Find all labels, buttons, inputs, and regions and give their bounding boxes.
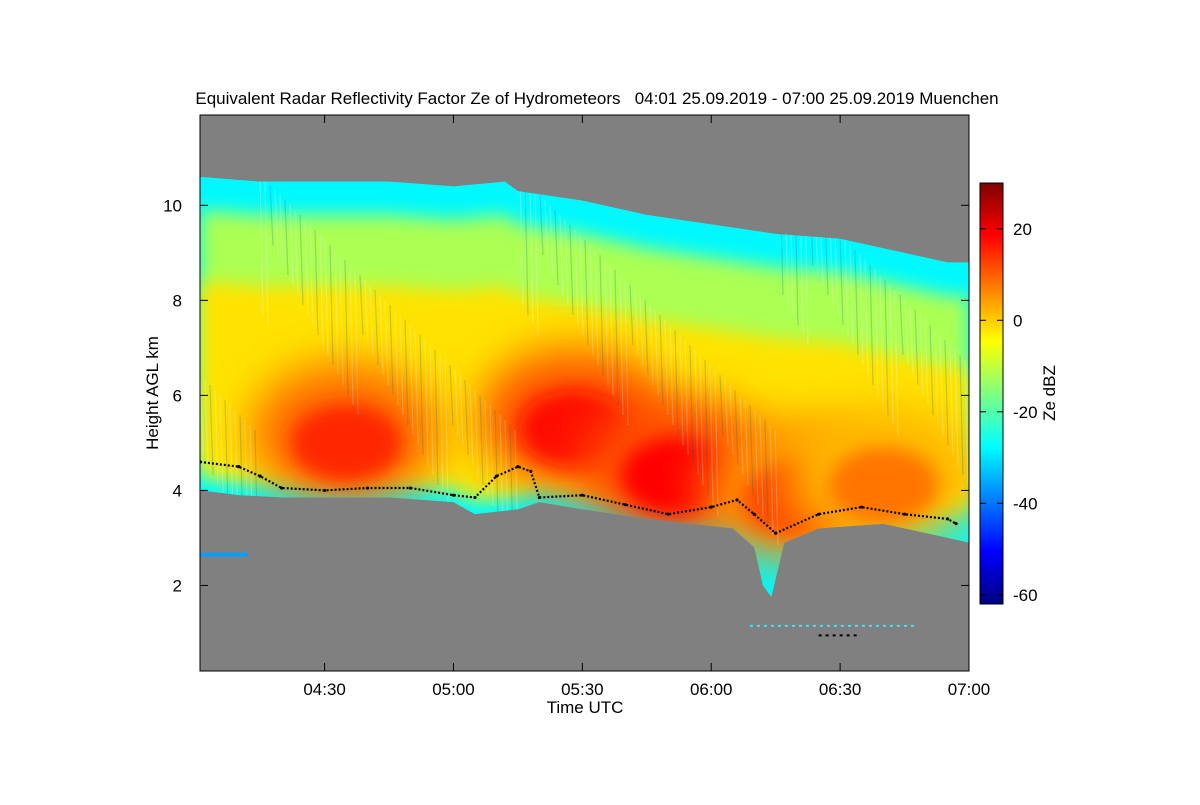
melting-layer-point bbox=[709, 505, 713, 509]
melting-layer-point bbox=[735, 498, 739, 502]
melting-layer-point bbox=[902, 512, 907, 516]
x-tick-label: 05:30 bbox=[561, 680, 604, 699]
x-tick-label: 04:30 bbox=[303, 680, 346, 699]
melting-layer-point bbox=[954, 522, 958, 526]
melting-layer-point bbox=[537, 495, 541, 500]
melting-layer-point bbox=[752, 512, 756, 516]
x-tick-label: 06:30 bbox=[819, 680, 862, 699]
melting-layer-point bbox=[280, 486, 284, 490]
chart-title: Equivalent Radar Reflectivity Factor Ze … bbox=[195, 89, 998, 108]
y-tick-label: 8 bbox=[173, 291, 182, 310]
colorbar-tick-label: -40 bbox=[1013, 494, 1038, 513]
plot-frame bbox=[199, 114, 970, 672]
melting-layer-point bbox=[365, 486, 370, 490]
x-tick-label: 07:00 bbox=[948, 680, 991, 699]
melting-layer-point bbox=[473, 495, 477, 500]
y-axis-label: Height AGL km bbox=[143, 336, 162, 450]
melting-layer-point bbox=[945, 517, 950, 521]
melting-layer-point bbox=[817, 512, 821, 516]
reflectivity-field bbox=[200, 176, 969, 637]
colorbar-body bbox=[979, 182, 1004, 605]
melting-layer-point bbox=[516, 465, 520, 469]
melting-layer-point bbox=[408, 486, 413, 490]
melting-layer-point bbox=[322, 488, 327, 493]
reflectivity-core-center bbox=[828, 447, 939, 524]
y-axis: 2 4 6 8 10 bbox=[163, 196, 969, 595]
colorbar-tick-label: 20 bbox=[1013, 220, 1032, 239]
melting-layer-point bbox=[451, 493, 456, 497]
melting-layer-point bbox=[237, 465, 241, 469]
y-tick-label: 6 bbox=[173, 386, 182, 405]
melting-layer-point bbox=[529, 469, 533, 474]
x-tick-label: 05:00 bbox=[432, 680, 475, 699]
reflectivity-core-center bbox=[291, 404, 402, 481]
y-tick-label: 2 bbox=[173, 576, 182, 595]
melting-layer-point bbox=[774, 531, 778, 535]
colorbar-tick-label: -60 bbox=[1013, 586, 1038, 605]
melting-layer-point bbox=[580, 493, 584, 497]
x-tick-label: 06:00 bbox=[690, 680, 733, 699]
colorbar: 20 0 -20 -40 -60 Ze dBZ bbox=[979, 182, 1059, 605]
colorbar-label: Ze dBZ bbox=[1040, 365, 1059, 421]
melting-layer-point bbox=[258, 474, 262, 478]
colorbar-tick-label: 0 bbox=[1013, 311, 1022, 330]
x-axis-label: Time UTC bbox=[547, 698, 624, 717]
y-tick-label: 4 bbox=[173, 481, 182, 500]
x-axis: 04:30 05:00 05:30 06:00 06:30 07:00 bbox=[303, 115, 990, 699]
colorbar-tick-label: -20 bbox=[1013, 403, 1038, 422]
melting-layer-point bbox=[623, 503, 627, 507]
melting-layer-point bbox=[859, 505, 864, 509]
melting-layer-point bbox=[666, 512, 670, 516]
melting-layer-point bbox=[494, 474, 499, 478]
y-tick-label: 10 bbox=[163, 196, 182, 215]
